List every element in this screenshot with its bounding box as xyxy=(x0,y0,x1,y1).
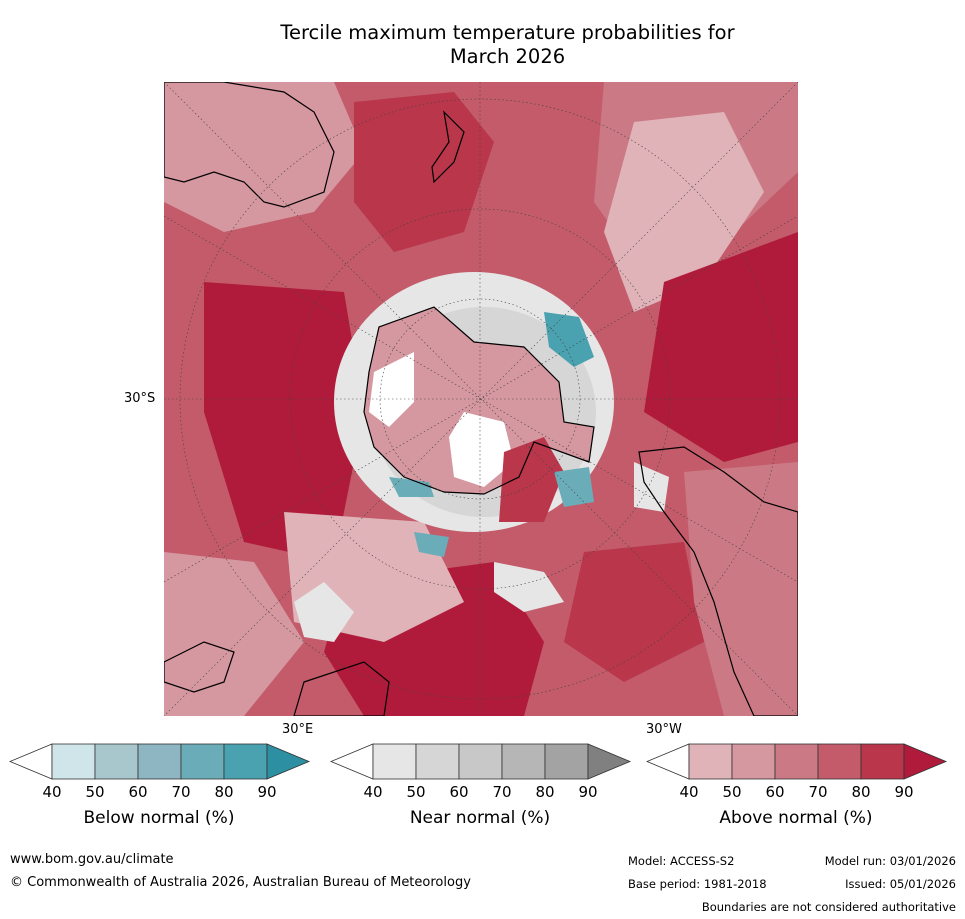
cb-below-label: Below normal (%) xyxy=(83,808,235,828)
cb-above-seg-4 xyxy=(817,743,862,780)
cb-below-tick-70: 70 xyxy=(171,783,191,801)
south-america-coastline xyxy=(638,446,798,716)
region-strong-west xyxy=(204,282,364,562)
footer-copyright: © Commonwealth of Australia 2026, Austra… xyxy=(10,875,471,890)
cb-near-seg-1 xyxy=(372,743,417,780)
cb-near-seg-5 xyxy=(544,743,589,780)
antarctica-pale-patch xyxy=(449,412,514,487)
colorbar-near-normal xyxy=(330,743,632,781)
cb-above-tick-70: 70 xyxy=(808,783,828,801)
graticule-meridian-d2 xyxy=(164,82,798,716)
cb-below-seg-3 xyxy=(137,743,182,780)
below-normal-patch-se xyxy=(554,467,594,507)
region-pale-northeast xyxy=(604,112,764,312)
australia-coastline xyxy=(164,82,335,208)
cb-near-tick-40: 40 xyxy=(363,783,383,801)
antarctica-interior xyxy=(364,307,594,494)
footer-issued: Issued: 05/01/2026 xyxy=(845,877,956,891)
cb-below-arrow-high xyxy=(266,743,311,780)
footer-url[interactable]: www.bom.gov.au/climate xyxy=(10,852,174,867)
latitude-label-30s: 30°S xyxy=(124,391,156,406)
cb-above-arrow-high xyxy=(903,743,948,780)
region-pale-southwest xyxy=(164,552,304,716)
region-pale-southeast xyxy=(684,462,798,716)
cb-above-tick-60: 60 xyxy=(765,783,785,801)
cb-near-tick-80: 80 xyxy=(535,783,555,801)
antarctica-coastline xyxy=(363,306,595,495)
below-normal-patch-west xyxy=(389,477,434,497)
cb-below-seg-2 xyxy=(94,743,139,780)
cb-near-seg-3 xyxy=(458,743,503,780)
title-line-2: March 2026 xyxy=(449,45,566,68)
cb-near-tick-70: 70 xyxy=(492,783,512,801)
south-polar-probability-map xyxy=(164,82,798,716)
cb-above-label: Above normal (%) xyxy=(719,808,873,828)
graticule-circle-2 xyxy=(289,208,671,590)
colorbar-above-normal xyxy=(646,743,948,781)
below-normal-patch-south xyxy=(414,532,449,557)
cb-above-seg-1 xyxy=(688,743,733,780)
cb-above-tick-80: 80 xyxy=(851,783,871,801)
longitude-label-30e: 30°E xyxy=(282,722,314,737)
footer-base-period: Base period: 1981-2018 xyxy=(628,877,767,891)
cb-below-arrow-low xyxy=(9,743,53,780)
region-lighter-northwest xyxy=(164,82,364,232)
cb-below-tick-50: 50 xyxy=(85,783,105,801)
cb-near-seg-4 xyxy=(501,743,546,780)
cb-near-tick-60: 60 xyxy=(449,783,469,801)
below-normal-patch-east xyxy=(544,312,594,367)
cb-below-tick-60: 60 xyxy=(128,783,148,801)
cb-above-seg-5 xyxy=(860,743,905,780)
title-line-1: Tercile maximum temperature probabilitie… xyxy=(280,21,735,44)
cb-above-tick-40: 40 xyxy=(679,783,699,801)
footer-model: Model: ACCESS-S2 xyxy=(628,854,735,868)
cb-above-seg-2 xyxy=(731,743,776,780)
footer-disclaimer: Boundaries are not considered authoritat… xyxy=(701,900,956,914)
cb-near-tick-90: 90 xyxy=(578,783,598,801)
region-light-north xyxy=(354,92,494,252)
cb-below-seg-5 xyxy=(223,743,268,780)
cb-below-seg-1 xyxy=(51,743,96,780)
colorbar-below-normal xyxy=(9,743,311,781)
cb-near-arrow-low xyxy=(330,743,374,780)
footer-model-run: Model run: 03/01/2026 xyxy=(824,854,956,868)
new-zealand-coastline xyxy=(431,110,465,184)
cb-near-arrow-high xyxy=(587,743,632,780)
region-strong-southeast xyxy=(564,542,704,682)
cb-above-arrow-low xyxy=(646,743,690,780)
longitude-label-30w: 30°W xyxy=(646,722,682,737)
map-title: Tercile maximum temperature probabilitie… xyxy=(160,21,855,69)
cb-below-tick-40: 40 xyxy=(42,783,62,801)
cb-below-seg-4 xyxy=(180,743,225,780)
cb-near-seg-2 xyxy=(415,743,460,780)
near-normal-patch-1 xyxy=(294,582,354,642)
cb-near-tick-50: 50 xyxy=(406,783,426,801)
weddell-strong-patch xyxy=(499,437,564,522)
cb-near-label: Near normal (%) xyxy=(409,808,551,828)
cb-above-tick-50: 50 xyxy=(722,783,742,801)
cb-below-tick-90: 90 xyxy=(257,783,277,801)
cb-above-seg-3 xyxy=(774,743,819,780)
near-normal-patch-2 xyxy=(494,562,564,612)
africa-coastline xyxy=(164,641,390,716)
cb-below-tick-80: 80 xyxy=(214,783,234,801)
cb-above-tick-90: 90 xyxy=(894,783,914,801)
